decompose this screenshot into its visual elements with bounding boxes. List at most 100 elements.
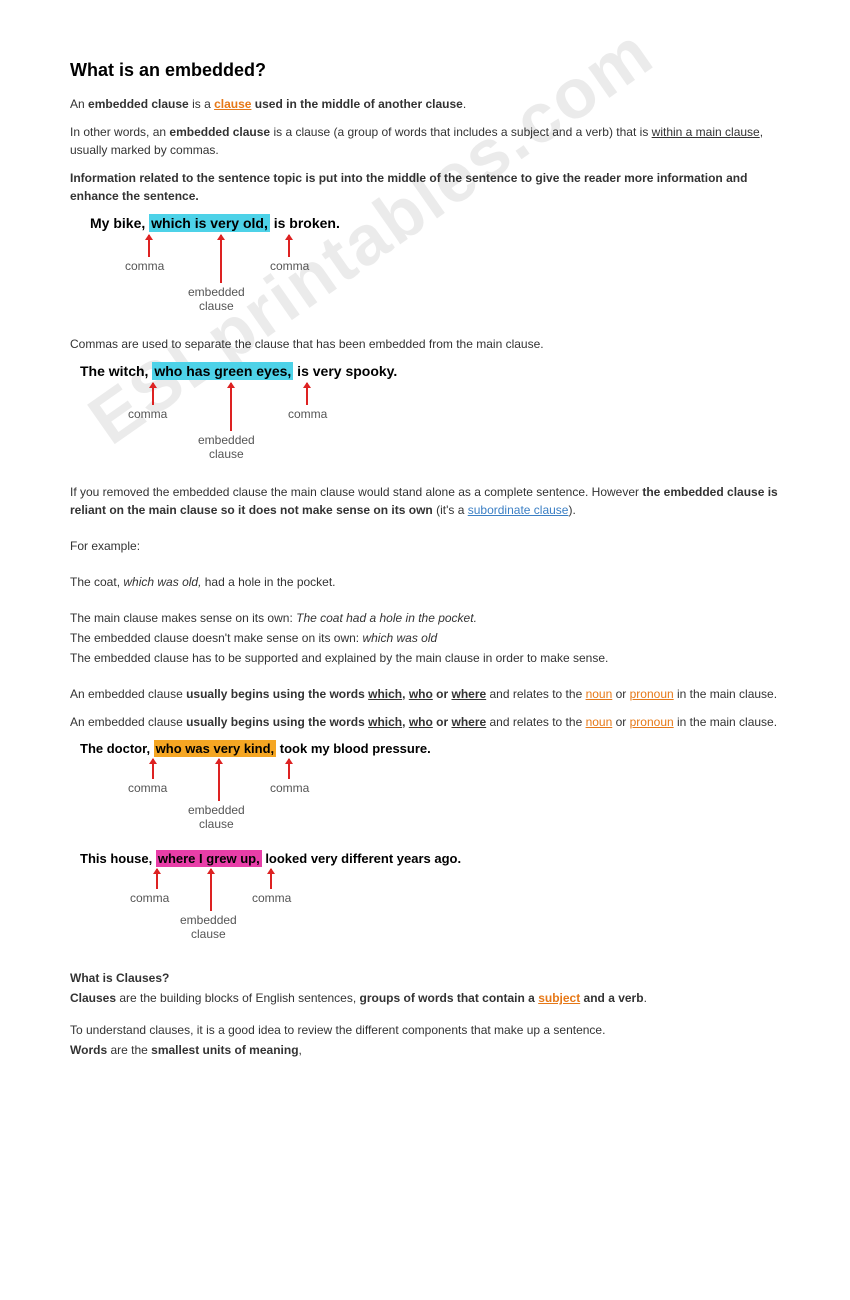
sentence-pre: My bike, bbox=[90, 215, 149, 231]
text: If you removed the embedded clause the m… bbox=[70, 485, 642, 499]
word-which: which bbox=[368, 687, 402, 701]
text: or bbox=[433, 687, 452, 701]
embedded-clause-highlight: who was very kind, bbox=[154, 740, 277, 757]
embedded-clause-highlight: which is very old, bbox=[149, 214, 270, 232]
text: (it's a bbox=[433, 503, 468, 517]
label-embedded: embedded clause bbox=[188, 803, 245, 831]
label-comma: comma bbox=[125, 259, 164, 273]
text-bold: groups of words that contain a bbox=[360, 991, 539, 1005]
text: in the main clause. bbox=[674, 715, 777, 729]
text: An bbox=[70, 97, 88, 111]
link-clause[interactable]: clause bbox=[214, 97, 251, 111]
label-comma: comma bbox=[252, 891, 291, 905]
text: or bbox=[612, 715, 629, 729]
text-bold: and a verb bbox=[580, 991, 643, 1005]
text-bold: smallest units of meaning bbox=[151, 1043, 298, 1057]
text-italic: which was old bbox=[362, 631, 437, 645]
text: An embedded clause bbox=[70, 715, 186, 729]
text: used in the middle of another clause bbox=[251, 97, 462, 111]
text-bold: usually begins using the words bbox=[186, 687, 368, 701]
text: or bbox=[612, 687, 629, 701]
term-words: Words bbox=[70, 1043, 107, 1057]
link-noun[interactable]: noun bbox=[586, 687, 613, 701]
text: and relates to the bbox=[486, 715, 585, 729]
text: and relates to the bbox=[486, 687, 585, 701]
text: . bbox=[644, 991, 647, 1005]
paragraph-11b: An embedded clause usually begins using … bbox=[70, 713, 780, 731]
embedded-clause-highlight: where I grew up, bbox=[156, 850, 262, 867]
sentence-post: is very spooky. bbox=[293, 363, 397, 379]
paragraph-11a: An embedded clause usually begins using … bbox=[70, 685, 780, 703]
sentence-post: looked very different years ago. bbox=[262, 851, 461, 866]
text: In other words, an bbox=[70, 125, 169, 139]
word-where: where bbox=[451, 687, 486, 701]
text: . bbox=[463, 97, 466, 111]
paragraph-4: Commas are used to separate the clause t… bbox=[70, 335, 780, 353]
text: The coat, bbox=[70, 575, 123, 589]
paragraph-5: If you removed the embedded clause the m… bbox=[70, 483, 780, 519]
text: are the bbox=[107, 1043, 151, 1057]
word-which: which bbox=[368, 715, 402, 729]
text: , bbox=[299, 1043, 302, 1057]
text: , bbox=[402, 687, 409, 701]
label-comma: comma bbox=[288, 407, 327, 421]
embedded-clause-highlight: who has green eyes, bbox=[152, 362, 293, 380]
link-subject[interactable]: subject bbox=[538, 991, 580, 1005]
text: The embedded clause doesn't make sense o… bbox=[70, 631, 362, 645]
word-who: who bbox=[409, 687, 433, 701]
text-italic: The coat had a hole in the pocket. bbox=[296, 611, 477, 625]
label-comma: comma bbox=[270, 259, 309, 273]
text: is a clause (a group of words that inclu… bbox=[270, 125, 652, 139]
word-who: who bbox=[409, 715, 433, 729]
paragraph-7: The coat, which was old, had a hole in t… bbox=[70, 573, 780, 591]
diagram-bike: My bike, which is very old, is broken. c… bbox=[70, 215, 780, 325]
page-title: What is an embedded? bbox=[70, 60, 780, 81]
sentence-pre: This house, bbox=[80, 851, 156, 866]
diagram-house: This house, where I grew up, looked very… bbox=[70, 851, 780, 951]
label-embedded: embedded clause bbox=[180, 913, 237, 941]
paragraph-9: The embedded clause doesn't make sense o… bbox=[70, 629, 780, 647]
label-embedded: embedded clause bbox=[188, 285, 245, 313]
sentence-post: took my blood pressure. bbox=[276, 741, 431, 756]
text: , bbox=[402, 715, 409, 729]
text-bold: usually begins using the words bbox=[186, 715, 368, 729]
sentence-pre: The doctor, bbox=[80, 741, 154, 756]
paragraph-3: Information related to the sentence topi… bbox=[70, 169, 780, 205]
sentence-post: is broken. bbox=[270, 215, 340, 231]
link-pronoun[interactable]: pronoun bbox=[630, 687, 674, 701]
paragraph-15: Words are the smallest units of meaning, bbox=[70, 1041, 780, 1059]
link-subordinate-clause[interactable]: subordinate clause bbox=[468, 503, 569, 517]
text: in the main clause. bbox=[674, 687, 777, 701]
text: are the building blocks of English sente… bbox=[116, 991, 359, 1005]
paragraph-10: The embedded clause has to be supported … bbox=[70, 649, 780, 667]
link-noun[interactable]: noun bbox=[586, 715, 613, 729]
text: ). bbox=[568, 503, 575, 517]
paragraph-14: To understand clauses, it is a good idea… bbox=[70, 1021, 780, 1039]
word-where: where bbox=[451, 715, 486, 729]
diagram-witch: The witch, who has green eyes, is very s… bbox=[70, 363, 780, 473]
text: An embedded clause bbox=[70, 687, 186, 701]
heading-clauses: What is Clauses? bbox=[70, 969, 780, 987]
diagram-doctor: The doctor, who was very kind, took my b… bbox=[70, 741, 780, 841]
text-italic: which was old, bbox=[123, 575, 201, 589]
label-comma: comma bbox=[270, 781, 309, 795]
label-comma: comma bbox=[128, 407, 167, 421]
paragraph-2: In other words, an embedded clause is a … bbox=[70, 123, 780, 159]
paragraph-8: The main clause makes sense on its own: … bbox=[70, 609, 780, 627]
label-comma: comma bbox=[130, 891, 169, 905]
paragraph-13: Clauses are the building blocks of Engli… bbox=[70, 989, 780, 1007]
label-comma: comma bbox=[128, 781, 167, 795]
sentence-pre: The witch, bbox=[80, 363, 152, 379]
text: or bbox=[433, 715, 452, 729]
term-embedded-clause: embedded clause bbox=[169, 125, 270, 139]
text: had a hole in the pocket. bbox=[201, 575, 335, 589]
link-pronoun[interactable]: pronoun bbox=[630, 715, 674, 729]
text: is a bbox=[189, 97, 214, 111]
text-underline: within a main clause bbox=[652, 125, 760, 139]
label-embedded: embedded clause bbox=[198, 433, 255, 461]
term-clauses: Clauses bbox=[70, 991, 116, 1005]
paragraph-6: For example: bbox=[70, 537, 780, 555]
paragraph-1: An embedded clause is a clause used in t… bbox=[70, 95, 780, 113]
text: The main clause makes sense on its own: bbox=[70, 611, 296, 625]
term-embedded-clause: embedded clause bbox=[88, 97, 189, 111]
